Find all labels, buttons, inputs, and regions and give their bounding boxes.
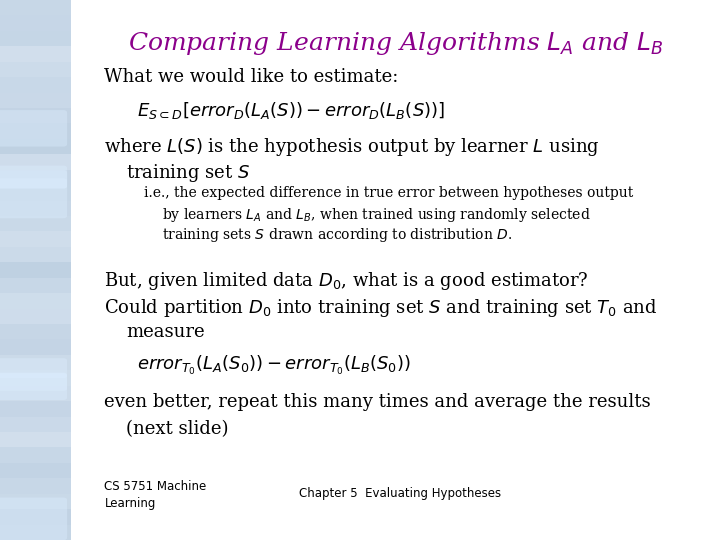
Bar: [0, 200, 71, 216]
Bar: [0, 0, 71, 540]
Text: Comparing Learning Algorithms $L_A$ and $L_B$: Comparing Learning Algorithms $L_A$ and …: [128, 30, 664, 57]
Text: But, given limited data $D_0$, what is a good estimator?: But, given limited data $D_0$, what is a…: [104, 270, 589, 292]
Text: by learners $L_A$ and $L_B$, when trained using randomly selected: by learners $L_A$ and $L_B$, when traine…: [162, 206, 591, 224]
FancyBboxPatch shape: [0, 110, 67, 146]
Text: $E_{S\subset D}[error_D(L_A(S)) - error_D(L_B(S))]$: $E_{S\subset D}[error_D(L_A(S)) - error_…: [137, 100, 445, 121]
FancyBboxPatch shape: [0, 170, 67, 188]
Text: $error_{T_0}(L_A(S_0)) - error_{T_0}(L_B(S_0))$: $error_{T_0}(L_A(S_0)) - error_{T_0}(L_B…: [137, 354, 410, 377]
Bar: [0, 124, 71, 139]
Text: What we would like to estimate:: What we would like to estimate:: [104, 68, 399, 85]
Bar: [0, 31, 71, 46]
Text: CS 5751 Machine
Learning: CS 5751 Machine Learning: [104, 480, 207, 510]
Bar: [0, 216, 71, 232]
FancyBboxPatch shape: [0, 178, 67, 218]
Bar: [0, 432, 71, 448]
Bar: [0, 340, 71, 355]
Text: measure: measure: [126, 323, 204, 341]
Bar: [0, 355, 71, 370]
FancyBboxPatch shape: [0, 497, 67, 540]
Bar: [0, 494, 71, 509]
Text: training sets $S$ drawn according to distribution $D$.: training sets $S$ drawn according to dis…: [162, 226, 512, 244]
Bar: [0, 154, 71, 170]
Bar: [0, 262, 71, 278]
FancyBboxPatch shape: [0, 373, 67, 400]
FancyBboxPatch shape: [0, 166, 67, 188]
Text: where $L(S)$ is the hypothesis output by learner $L$ using: where $L(S)$ is the hypothesis output by…: [104, 136, 600, 158]
Bar: [0, 293, 71, 308]
Text: training set $S$: training set $S$: [126, 162, 251, 184]
Bar: [0, 324, 71, 340]
Text: (next slide): (next slide): [126, 420, 228, 438]
Text: Could partition $D_0$ into training set $S$ and training set $T_0$ and: Could partition $D_0$ into training set …: [104, 297, 658, 319]
Bar: [0, 308, 71, 324]
Bar: [0, 108, 71, 124]
Bar: [0, 416, 71, 432]
Text: i.e., the expected difference in true error between hypotheses output: i.e., the expected difference in true er…: [144, 186, 634, 200]
Text: even better, repeat this many times and average the results: even better, repeat this many times and …: [104, 393, 651, 411]
Bar: [0, 448, 71, 463]
Bar: [0, 386, 71, 401]
Bar: [0, 0, 71, 16]
Bar: [0, 478, 71, 494]
Bar: [0, 247, 71, 262]
Bar: [0, 170, 71, 185]
Text: Chapter 5  Evaluating Hypotheses: Chapter 5 Evaluating Hypotheses: [299, 487, 501, 500]
Bar: [0, 524, 71, 540]
Bar: [0, 463, 71, 478]
Bar: [0, 185, 71, 200]
Bar: [0, 139, 71, 154]
Bar: [0, 16, 71, 31]
Bar: [0, 370, 71, 386]
Bar: [0, 401, 71, 416]
Bar: [0, 62, 71, 77]
Bar: [0, 77, 71, 92]
Bar: [0, 509, 71, 524]
FancyBboxPatch shape: [0, 373, 67, 391]
Bar: [0, 92, 71, 108]
Bar: [0, 46, 71, 62]
FancyBboxPatch shape: [0, 358, 67, 378]
Bar: [0, 232, 71, 247]
Bar: [0, 278, 71, 293]
